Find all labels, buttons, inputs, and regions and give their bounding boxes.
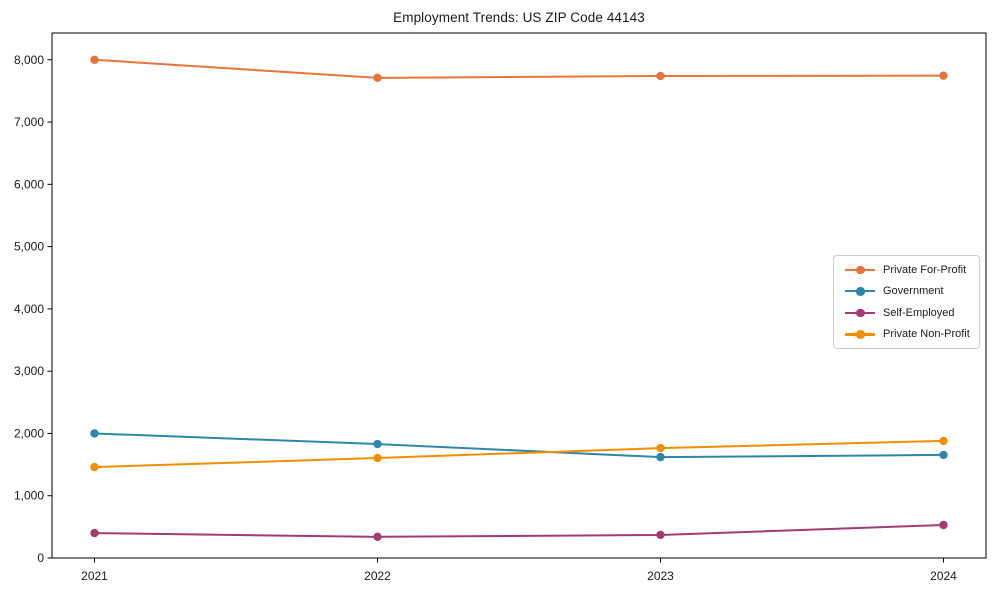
series-line (93, 58, 945, 79)
x-tick-label: 2021 (81, 569, 108, 583)
series-line (93, 523, 945, 538)
y-tick-label: 6,000 (14, 177, 44, 191)
data-point-marker (90, 462, 99, 472)
legend-marker-line-dot-icon (845, 307, 875, 319)
legend-marker-line-dot-icon (845, 285, 875, 297)
y-tick-label: 5,000 (14, 240, 44, 254)
data-point-marker (373, 532, 382, 542)
y-tick-label: 4,000 (14, 302, 44, 316)
y-tick-label: 8,000 (14, 53, 44, 67)
data-point-marker (373, 439, 382, 449)
series-line (93, 432, 945, 459)
data-point-marker (90, 528, 99, 538)
y-tick-label: 3,000 (14, 364, 44, 378)
y-tick-label: 1,000 (14, 489, 44, 503)
x-tick-label: 2023 (647, 569, 674, 583)
legend-label: Private Non-Profit (883, 328, 970, 341)
data-point-marker (939, 71, 948, 80)
legend-marker-line-dot-icon (845, 264, 875, 276)
legend: Private For-Profit Government Self-Emplo… (833, 255, 980, 349)
chart-title: Employment Trends: US ZIP Code 44143 (393, 10, 645, 25)
x-tick-label: 2022 (364, 569, 391, 583)
data-point-marker (656, 443, 665, 453)
plot-border (51, 32, 987, 559)
x-tick-label: 2024 (930, 569, 957, 583)
data-point-marker (90, 55, 99, 64)
legend-label: Private For-Profit (883, 263, 967, 276)
legend-marker-line-dot-icon (845, 328, 875, 340)
y-tick-label: 2,000 (14, 426, 44, 440)
legend-item-government: Government (834, 281, 979, 301)
data-point-marker (656, 452, 665, 462)
data-point-marker (939, 520, 948, 530)
legend-item-private-for-profit: Private For-Profit (834, 260, 979, 280)
series-line (93, 439, 945, 469)
data-point-marker (939, 450, 948, 460)
data-point-marker (373, 73, 382, 83)
data-point-marker (656, 71, 665, 81)
data-point-marker (90, 429, 99, 438)
data-point-marker (656, 530, 665, 540)
legend-item-self-employed: Self-Employed (834, 303, 979, 323)
legend-label: Government (883, 285, 944, 298)
y-tick-label: 0 (37, 551, 44, 565)
data-point-marker (373, 453, 382, 463)
y-tick-label: 7,000 (14, 115, 44, 129)
legend-label: Self-Employed (883, 306, 955, 319)
legend-item-private-non-profit: Private Non-Profit (834, 324, 979, 344)
data-point-marker (939, 436, 948, 446)
